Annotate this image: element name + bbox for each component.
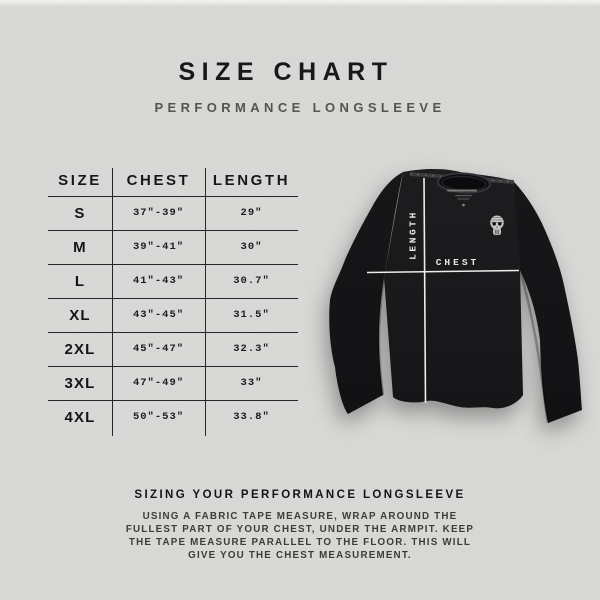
page-subtitle: PERFORMANCE LONGSLEEVE: [154, 100, 446, 115]
value-cell: 41"-43": [132, 275, 185, 287]
table-header-length: LENGTH: [212, 171, 291, 189]
size-cell: 3XL: [64, 374, 96, 392]
table-row-divider: [48, 400, 298, 402]
value-cell: 33.8": [233, 411, 270, 423]
size-table-grid: SIZE CHEST LENGTH S 37"-39" 29" M 39"-41" 30" L 41…: [48, 168, 298, 434]
top-edge-highlight: [0, 0, 600, 7]
skull-icon: [490, 215, 504, 235]
value-cell: 30": [240, 241, 263, 253]
chest-label: CHEST: [436, 257, 480, 268]
value-cell: 32.3": [233, 343, 270, 355]
table-header-size: SIZE: [58, 171, 102, 189]
table-column-divider: [112, 168, 114, 436]
size-cell: 2XL: [64, 340, 96, 358]
size-cell: L: [74, 272, 86, 290]
table-row-divider: [48, 298, 298, 300]
table-row-divider: [48, 332, 298, 334]
table-header-chest: CHEST: [126, 171, 191, 189]
value-cell: 50"-53": [132, 411, 185, 423]
table-row-divider: [48, 196, 298, 198]
table-row-divider: [48, 230, 298, 232]
value-cell: 47"-49": [132, 377, 185, 389]
value-cell: 31.5": [233, 309, 270, 321]
value-cell: 33": [240, 377, 263, 389]
value-cell: 43"-45": [132, 309, 185, 321]
length-label: LENGTH: [408, 210, 419, 260]
value-cell: 39"-41": [132, 241, 185, 253]
left-sleeve: [329, 172, 403, 414]
neck-label: [447, 189, 477, 207]
size-cell: 4XL: [64, 408, 96, 426]
value-cell: 37"-39": [132, 207, 185, 219]
size-cell: XL: [69, 306, 91, 324]
table-row-divider: [48, 264, 298, 266]
right-sleeve: [513, 181, 582, 424]
value-cell: 45"-47": [132, 343, 185, 355]
product-photo: LENGTH CHEST: [329, 169, 582, 424]
sizing-guide-body: USING A FABRIC TAPE MEASURE, WRAP AROUND…: [125, 511, 475, 561]
shirt-body: [384, 169, 523, 409]
header: SIZE CHART PERFORMANCE LONGSLEEVE: [0, 58, 600, 115]
size-table: SIZE CHEST LENGTH S 37"-39" 29" M 39"-41" 30" L 41…: [48, 168, 298, 436]
sizing-guide-heading: SIZING YOUR PERFORMANCE LONGSLEEVE: [134, 489, 466, 501]
sizing-guide: SIZING YOUR PERFORMANCE LONGSLEEVE USING…: [0, 489, 600, 562]
value-cell: 29": [240, 207, 263, 219]
table-row-divider: [48, 366, 298, 368]
length-line: [423, 177, 427, 404]
size-cell: S: [74, 204, 86, 222]
table-column-divider: [205, 168, 207, 436]
chest-line: [366, 269, 520, 274]
page-title: SIZE CHART: [178, 58, 394, 86]
value-cell: 30.7": [233, 275, 270, 287]
size-cell: M: [73, 238, 87, 256]
